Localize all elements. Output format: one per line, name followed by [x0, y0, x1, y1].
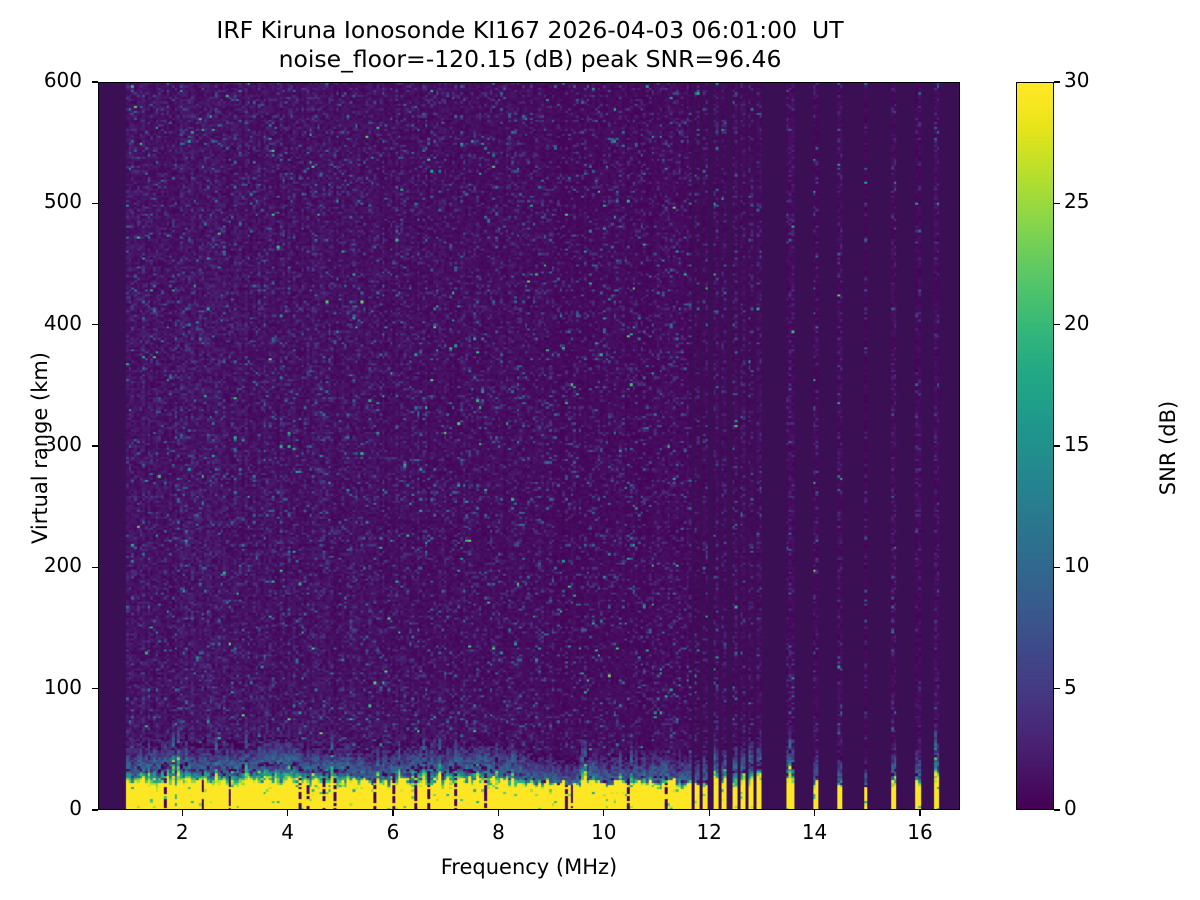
- colorbar-tick-label: 0: [1064, 796, 1077, 820]
- x-tick-mark: [392, 810, 394, 816]
- colorbar-tick-mark: [1054, 566, 1060, 568]
- y-tick-mark: [92, 445, 98, 447]
- y-tick-label: 100: [43, 674, 82, 699]
- y-tick-label: 0: [69, 796, 82, 820]
- colorbar-tick-label: 5: [1064, 674, 1077, 699]
- chart-title: IRF Kiruna Ionosonde KI167 2026-04-03 06…: [0, 16, 1060, 73]
- colorbar-label: SNR (dB): [1156, 400, 1180, 496]
- ionogram-heatmap: [99, 83, 959, 809]
- x-tick-mark: [603, 810, 605, 816]
- colorbar-tick-mark: [1054, 445, 1060, 447]
- y-tick-label: 600: [43, 68, 82, 92]
- colorbar-tick-mark: [1054, 324, 1060, 326]
- colorbar-tick-label: 30: [1064, 68, 1090, 92]
- colorbar-tick-label: 10: [1064, 553, 1090, 578]
- x-tick-label: 12: [696, 820, 722, 844]
- x-tick-mark: [181, 810, 183, 816]
- y-tick-mark: [92, 324, 98, 326]
- y-tick-mark: [92, 81, 98, 83]
- title-line-2: noise_floor=-120.15 (dB) peak SNR=96.46: [278, 44, 782, 73]
- y-tick-mark: [92, 566, 98, 568]
- colorbar-tick-mark: [1054, 81, 1060, 83]
- y-tick-mark: [92, 809, 98, 811]
- colorbar[interactable]: [1016, 82, 1054, 810]
- colorbar-tick-label: 25: [1064, 189, 1090, 214]
- x-tick-mark: [919, 810, 921, 816]
- colorbar-tick-mark: [1054, 202, 1060, 204]
- x-tick-label: 16: [907, 820, 933, 844]
- y-tick-mark: [92, 688, 98, 690]
- x-tick-label: 6: [386, 820, 400, 844]
- x-tick-mark: [813, 810, 816, 816]
- x-tick-label: 10: [591, 820, 617, 844]
- x-tick-mark: [497, 810, 500, 816]
- heatmap-plot-area[interactable]: [98, 82, 960, 810]
- colorbar-tick-mark: [1054, 688, 1060, 690]
- y-tick-label: 500: [43, 189, 82, 214]
- colorbar-tick-mark: [1054, 809, 1060, 811]
- y-tick-label: 200: [43, 553, 82, 578]
- x-axis-label: Frequency (MHz): [440, 855, 618, 879]
- x-tick-mark: [287, 810, 289, 816]
- title-line-1: IRF Kiruna Ionosonde KI167 2026-04-03 06…: [216, 16, 844, 44]
- x-tick-label: 4: [281, 820, 295, 844]
- x-tick-label: 2: [175, 820, 189, 844]
- colorbar-tick-label: 20: [1064, 310, 1090, 335]
- y-axis-label: Virtual range (km): [28, 351, 52, 545]
- colorbar-tick-label: 15: [1064, 432, 1090, 456]
- y-tick-mark: [92, 202, 98, 204]
- x-tick-mark: [708, 810, 710, 816]
- x-tick-label: 14: [801, 820, 828, 844]
- colorbar-gradient: [1017, 83, 1053, 809]
- x-tick-label: 8: [492, 820, 505, 844]
- y-tick-label: 400: [43, 310, 82, 335]
- y-tick-label: 300: [43, 432, 82, 456]
